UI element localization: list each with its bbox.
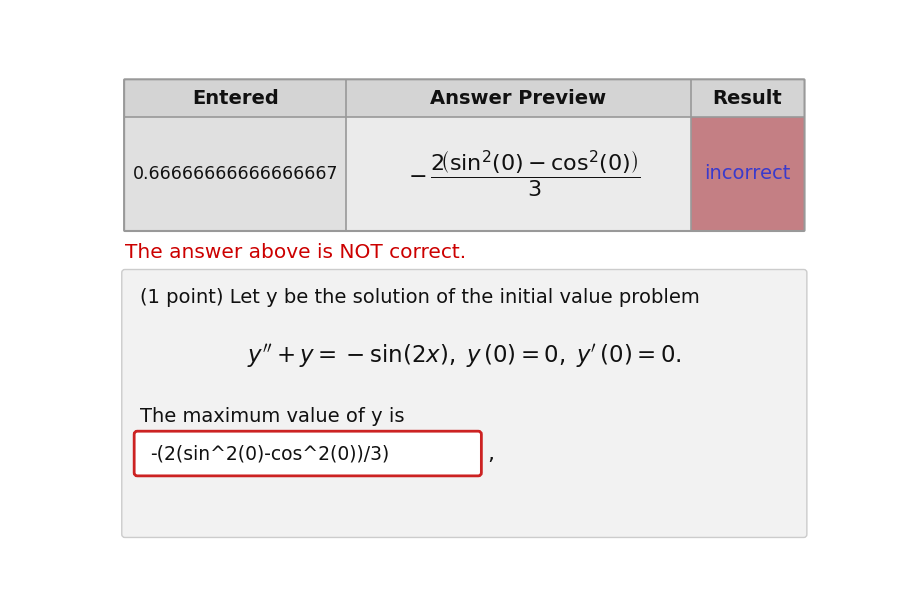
Text: ,: , [487, 444, 495, 463]
Text: The maximum value of y is: The maximum value of y is [140, 407, 405, 426]
Text: $-\,\dfrac{2\!\left(\sin^2\!(0) - \cos^2\!(0)\right)}{3}$: $-\,\dfrac{2\!\left(\sin^2\!(0) - \cos^2… [408, 148, 641, 199]
Bar [690, 117, 804, 230]
Text: 0.66666666666666667: 0.66666666666666667 [132, 164, 338, 182]
Text: -(2(sin^2(0)-cos^2(0))/3): -(2(sin^2(0)-cos^2(0))/3) [149, 444, 389, 463]
Bar [125, 80, 804, 230]
Bar [125, 80, 346, 117]
FancyBboxPatch shape [121, 270, 807, 537]
Text: $y'' + y = -\sin(2x),\; y\,(0) = 0,\; y'\,(0) = 0.$: $y'' + y = -\sin(2x),\; y\,(0) = 0,\; y'… [247, 343, 681, 371]
Text: The answer above is NOT correct.: The answer above is NOT correct. [125, 243, 466, 262]
Bar [346, 117, 690, 230]
Text: (1 point) Let y be the solution of the initial value problem: (1 point) Let y be the solution of the i… [140, 288, 700, 307]
Text: incorrect: incorrect [704, 164, 790, 183]
Text: Entered: Entered [192, 89, 279, 108]
Text: Answer Preview: Answer Preview [430, 89, 606, 108]
FancyBboxPatch shape [134, 431, 481, 476]
Bar [125, 117, 346, 230]
Bar [346, 80, 690, 117]
Text: Result: Result [712, 89, 782, 108]
Bar [690, 80, 804, 117]
